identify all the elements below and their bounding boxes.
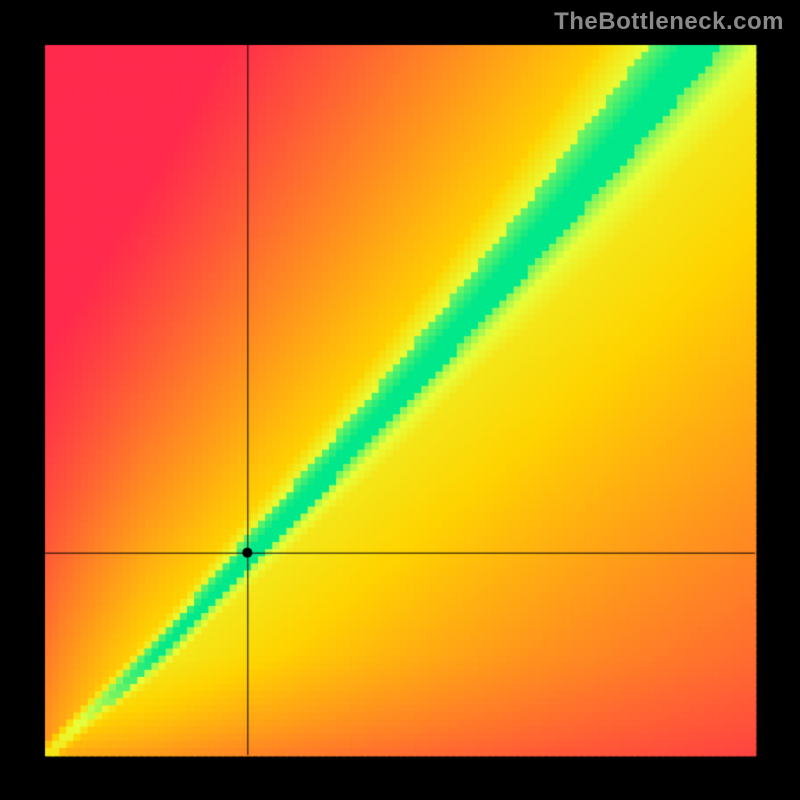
watermark-text: TheBottleneck.com bbox=[554, 8, 784, 36]
heatmap-canvas bbox=[0, 0, 800, 800]
chart-container: TheBottleneck.com bbox=[0, 0, 800, 800]
